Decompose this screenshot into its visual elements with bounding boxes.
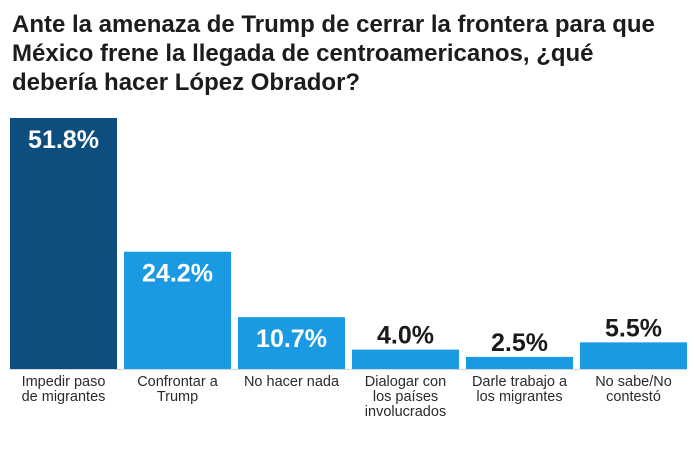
value-label-6: 5.5% [605, 314, 662, 342]
category-label-line: Dialogar con [365, 374, 446, 390]
category-label-1: Impedir paso de migrantes [22, 374, 106, 405]
chart-title: Ante la amenaza de Trump de cerrar la fr… [12, 11, 655, 96]
category-label-line: contestó [606, 389, 661, 405]
category-labels-group: Impedir paso de migrantes Confrontar a Trum… [22, 374, 672, 420]
category-label-5: Darle trabajo a los migrantes [472, 374, 568, 405]
value-labels-group: 51.8% 24.2% 10.7% 4.0% 2.5% 5.5% [28, 126, 662, 357]
category-label-6: No sabe/No contestó [595, 374, 672, 405]
value-label-3: 10.7% [256, 325, 327, 353]
value-label-2: 24.2% [142, 260, 213, 288]
bar-4 [352, 349, 459, 369]
category-label-line: Darle trabajo a [472, 374, 568, 390]
bar-3 [238, 317, 345, 369]
bar-5 [466, 356, 573, 369]
bars-group [10, 118, 687, 370]
bar-1 [10, 118, 117, 369]
category-label-line: Confrontar a [137, 374, 219, 390]
category-label-2: Confrontar a Trump [137, 374, 219, 405]
category-label-4: Dialogar con los países involucrados [365, 374, 446, 420]
category-label-line: Impedir paso [22, 374, 106, 390]
category-label-line: No hacer nada [244, 374, 340, 390]
category-label-line: de migrantes [22, 389, 106, 405]
category-label-line: los países [373, 389, 438, 405]
category-label-line: involucrados [365, 404, 446, 420]
category-label-line: No sabe/No [595, 374, 672, 390]
category-label-line: Trump [157, 389, 198, 405]
category-label-line: los migrantes [476, 389, 562, 405]
value-label-1: 51.8% [28, 126, 99, 154]
value-label-5: 2.5% [491, 329, 548, 357]
value-label-4: 4.0% [377, 322, 434, 350]
bar-6 [580, 342, 687, 369]
bar-2 [124, 251, 231, 369]
category-label-3: No hacer nada [244, 374, 340, 390]
